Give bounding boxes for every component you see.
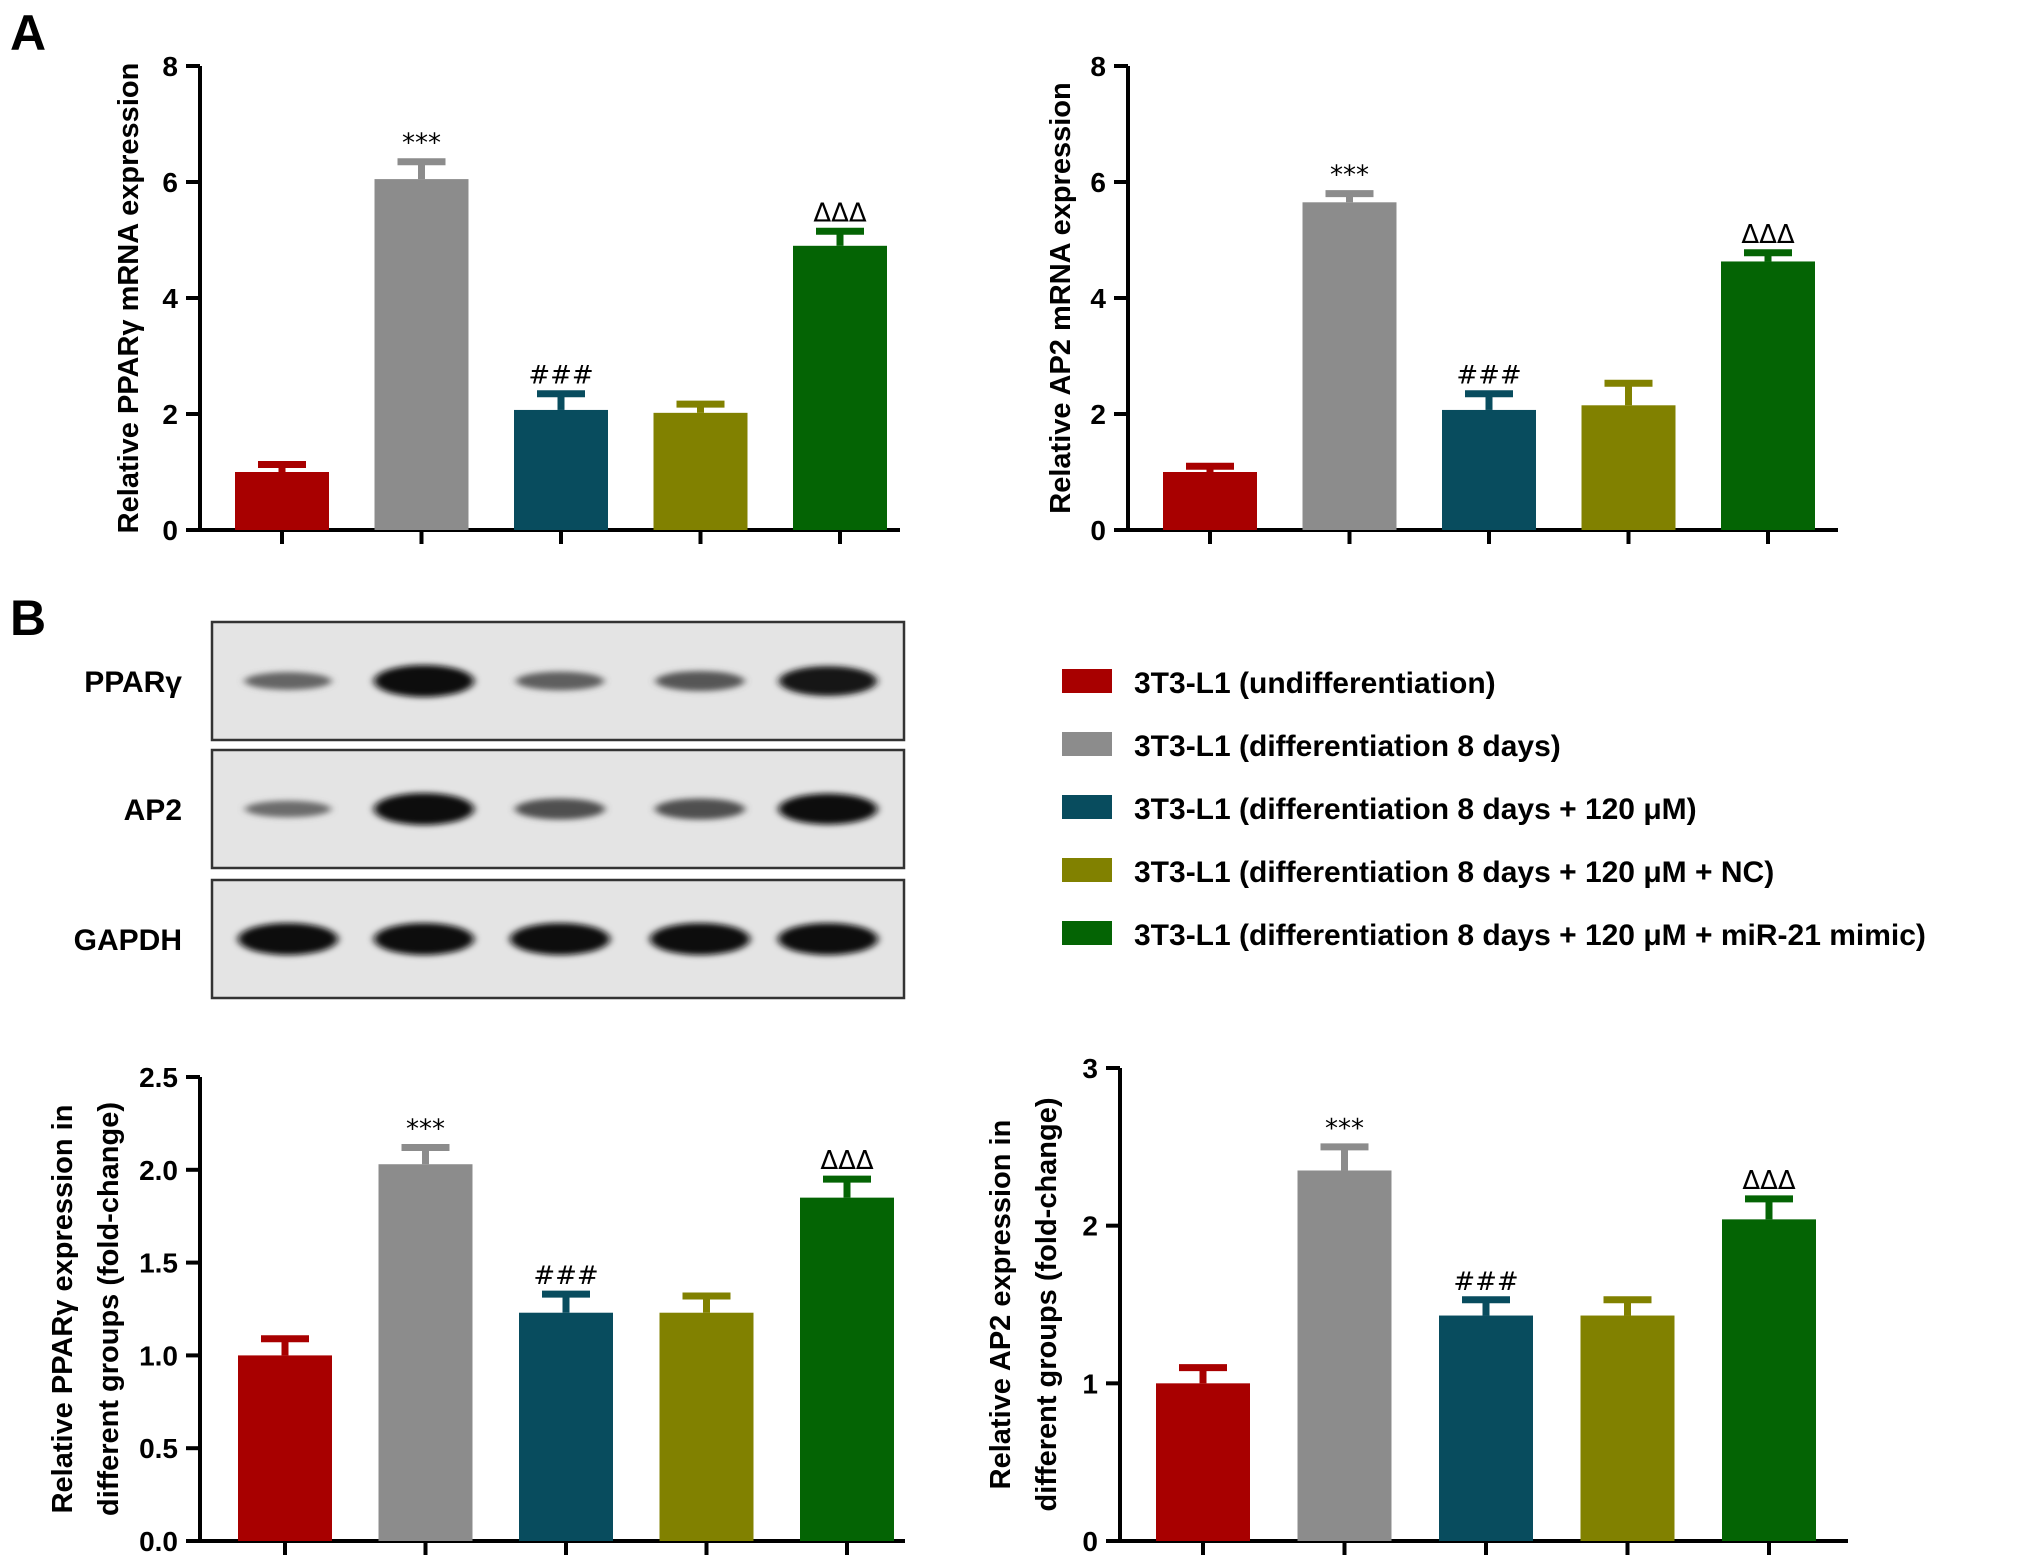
bar-5	[1721, 261, 1815, 530]
blot-band	[778, 923, 878, 955]
bar-5	[800, 1197, 894, 1541]
pparg-protein-chart: 0.0 0.5 1.0 1.5 2.0 2.5 Relative PPARγ express…	[47, 1062, 905, 1557]
blot-band	[778, 793, 878, 825]
y-axis-label: different groups (fold-change)	[93, 1102, 125, 1516]
significance-label: ΔΔΔ	[813, 198, 867, 228]
bar-3	[514, 409, 608, 530]
y-tick-label: 2	[1082, 1211, 1098, 1242]
y-tick-label: 2	[162, 399, 178, 430]
bar-2	[374, 179, 469, 530]
blot-row-label: PPARγ	[84, 666, 182, 699]
legend-label: 3T3-L1 (differentiation 8 days + 120 μM …	[1134, 919, 1926, 952]
significance-label: ΔΔΔ	[820, 1146, 874, 1176]
y-tick-label: 8	[1090, 51, 1106, 82]
legend-label: 3T3-L1 (undifferentiation)	[1134, 667, 1496, 700]
y-tick-label: 3	[1082, 1053, 1098, 1084]
y-tick-label: 4	[1090, 283, 1106, 314]
bar-2	[1297, 1170, 1392, 1541]
legend-label: 3T3-L1 (differentiation 8 days + 120 μM …	[1134, 856, 1774, 889]
y-tick-label: 2	[1090, 399, 1106, 430]
legend-swatch	[1062, 858, 1112, 882]
y-tick-label: 8	[162, 51, 178, 82]
y-tick-label: 6	[162, 167, 178, 198]
y-tick-label: 0.5	[139, 1433, 178, 1464]
bar-5	[1722, 1219, 1816, 1541]
bar-1	[235, 472, 329, 530]
blot-band	[244, 672, 332, 690]
legend-swatch	[1062, 795, 1112, 819]
western-blot: PPARγ AP2 GAPDH	[74, 620, 906, 1000]
blot-row-label: GAPDH	[74, 924, 182, 957]
y-tick-label: 0	[1082, 1526, 1098, 1557]
y-tick-label: 1	[1082, 1368, 1098, 1399]
y-axis-label: Relative AP2 mRNA expression	[1045, 82, 1077, 513]
y-axis-label: Relative AP2 expression in	[985, 1120, 1017, 1490]
ap2-mrna-chart: 0 2 4 6 8 Relative AP2 mRNA expression *** ### Δ…	[1045, 51, 1838, 546]
y-tick-label: 2.5	[139, 1062, 178, 1093]
legend-swatch	[1062, 669, 1112, 693]
bar-4	[1580, 1315, 1675, 1541]
legend-label: 3T3-L1 (differentiation 8 days + 120 μM)	[1134, 793, 1697, 826]
blot-band	[516, 671, 604, 691]
significance-label: ###	[1453, 1267, 1518, 1297]
significance-label: ***	[402, 129, 441, 159]
blot-band	[238, 923, 338, 955]
y-tick-label: 1.0	[139, 1340, 178, 1371]
y-axis-label: Relative PPARγ mRNA expression	[113, 63, 145, 534]
ap2-protein-chart: 0 1 2 3 Relative AP2 expression in different …	[985, 1053, 1848, 1557]
y-axis-label: different groups (fold-change)	[1031, 1097, 1063, 1511]
blot-band	[510, 923, 610, 955]
blot-row-label: AP2	[124, 794, 182, 827]
blot-band	[655, 671, 745, 691]
bar-2	[1302, 202, 1397, 531]
significance-label: ###	[1456, 361, 1521, 391]
y-tick-label: 1.5	[139, 1248, 178, 1279]
bar-4	[659, 1312, 754, 1541]
legend-label: 3T3-L1 (differentiation 8 days)	[1134, 730, 1561, 763]
significance-label: ###	[533, 1261, 598, 1291]
bar-2	[378, 1164, 473, 1541]
significance-label: ΔΔΔ	[1741, 220, 1795, 250]
y-tick-label: 4	[162, 283, 178, 314]
significance-label: ***	[1330, 161, 1369, 191]
blot-band	[655, 798, 745, 820]
significance-label: ***	[406, 1115, 445, 1145]
blot-band	[245, 800, 331, 818]
y-tick-label: 0.0	[139, 1526, 178, 1557]
bar-1	[1156, 1383, 1250, 1541]
blot-band	[650, 923, 750, 955]
y-tick-label: 0	[1090, 515, 1106, 546]
legend-swatch	[1062, 921, 1112, 945]
y-tick-label: 2.0	[139, 1155, 178, 1186]
y-tick-label: 0	[162, 515, 178, 546]
significance-label: ***	[1325, 1114, 1364, 1144]
bar-1	[238, 1355, 332, 1541]
y-axis-label: Relative PPARγ expression in	[47, 1105, 79, 1514]
panel-a-label: A	[10, 5, 46, 61]
y-tick-label: 6	[1090, 167, 1106, 198]
blot-band	[374, 665, 474, 697]
bar-3	[1439, 1315, 1533, 1541]
significance-label: ΔΔΔ	[1742, 1166, 1796, 1196]
blot-band	[515, 798, 605, 820]
bar-5	[793, 245, 887, 531]
panel-b-label: B	[10, 590, 46, 646]
significance-label: ###	[528, 361, 593, 391]
bar-4	[653, 412, 748, 530]
blot-band	[374, 923, 474, 955]
blot-band	[374, 793, 474, 825]
bar-4	[1581, 405, 1676, 530]
blot-band	[779, 666, 877, 696]
bar-3	[519, 1312, 613, 1541]
legend: 3T3-L1 (undifferentiation) 3T3-L1 (differ…	[1062, 667, 1926, 952]
legend-swatch	[1062, 732, 1112, 756]
bar-3	[1442, 409, 1536, 530]
bar-1	[1163, 472, 1257, 530]
pparg-mrna-chart: 0 2 4 6 8 Relative PPARγ mRNA expression *** ##…	[113, 51, 900, 546]
